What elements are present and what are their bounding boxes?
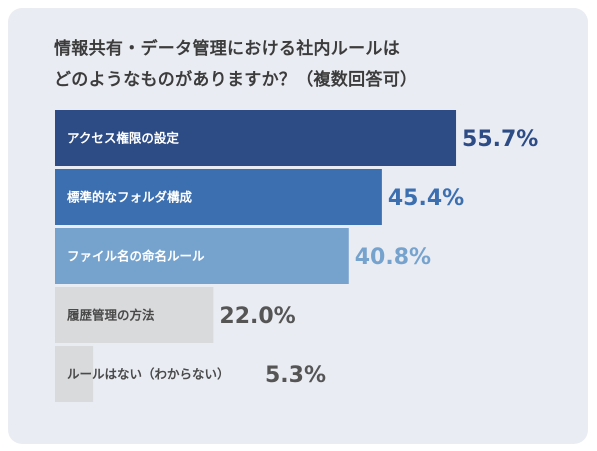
bar-2	[55, 169, 382, 225]
bar-4	[55, 287, 214, 343]
chart-title-line-2: どのようなものがありますか？（複数回答可）	[54, 70, 418, 90]
bar-value-5: 5.3%	[265, 363, 326, 388]
bar-label-5: ルールはない（わからない）	[67, 367, 230, 382]
bar-value-3: 40.8%	[355, 245, 431, 270]
bar-5	[55, 346, 94, 402]
bar-value-1: 55.7%	[462, 127, 538, 152]
chart-card	[8, 8, 588, 444]
bar-3	[55, 228, 349, 284]
chart-title-line-1: 情報共有・データ管理における社内ルールは	[54, 39, 400, 59]
chart-title: 情報共有・データ管理における社内ルールは どのようなものがありますか？（複数回答…	[54, 34, 524, 96]
bar-value-4: 22.0%	[219, 304, 295, 329]
bar-label-1: アクセス権限の設定	[67, 131, 179, 146]
bar-label-4: 履歴管理の方法	[66, 308, 155, 323]
bar-value-2: 45.4%	[388, 186, 464, 211]
bar-1	[55, 110, 457, 166]
bar-label-2: 標準的なフォルダ構成	[67, 190, 193, 205]
bar-label-3: ファイル名の命名ルール	[67, 249, 205, 264]
